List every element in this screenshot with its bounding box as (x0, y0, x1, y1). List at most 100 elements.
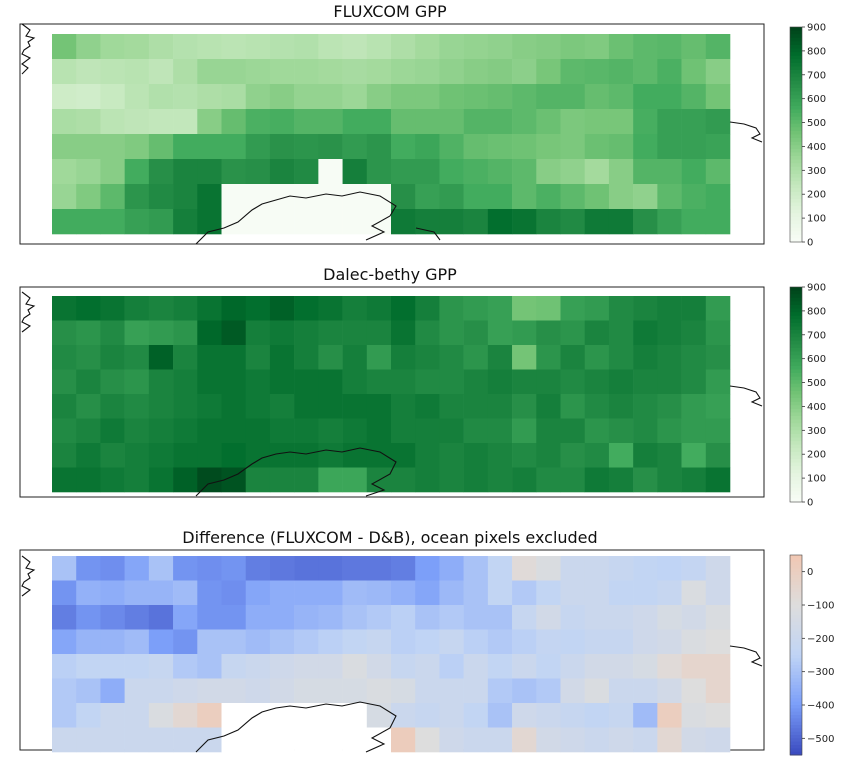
colorbar-step (790, 494, 802, 499)
heatmap-cell (148, 418, 174, 444)
heatmap-cell (681, 84, 707, 110)
heatmap-cell (245, 109, 271, 135)
heatmap-cell (705, 59, 731, 85)
colorbar-step (790, 116, 802, 121)
colorbar-step (790, 668, 802, 673)
heatmap-cell (269, 320, 295, 346)
colorbar-step (790, 665, 802, 669)
heatmap-cell (148, 184, 174, 210)
colorbar-step (790, 199, 802, 204)
heatmap-cell (560, 134, 586, 160)
heatmap-cell (52, 727, 77, 753)
heatmap-cell (608, 159, 634, 185)
heatmap-cell (487, 209, 513, 235)
coastline-path (729, 385, 763, 407)
coastline-path (21, 23, 36, 75)
heatmap-cell (366, 159, 392, 185)
heatmap-cell (342, 443, 368, 468)
heatmap-cell (705, 84, 731, 110)
heatmap-cell (463, 320, 489, 346)
heatmap-cell (487, 320, 513, 346)
heatmap-cell (342, 418, 368, 444)
heatmap-cell (536, 159, 561, 185)
colorbar-step (790, 705, 802, 709)
colorbar-step (790, 48, 802, 53)
heatmap-cell (439, 184, 464, 210)
colorbar-step (790, 555, 802, 559)
colorbar: 0 −100 −200 −300 −400 −500 (789, 554, 834, 756)
heatmap-cell (657, 320, 682, 346)
heatmap-cell (52, 184, 77, 210)
heatmap-cell (100, 629, 125, 655)
heatmap-cell (221, 84, 247, 110)
heatmap-cell (633, 369, 658, 395)
heatmap-cell (487, 418, 513, 444)
heatmap-cell (584, 678, 610, 704)
colorbar-step (790, 615, 802, 619)
colorbar-step (790, 177, 802, 182)
heatmap-cell (657, 418, 682, 444)
colorbar-step (790, 238, 802, 243)
heatmap-cell (439, 59, 464, 85)
colorbar-step (790, 698, 802, 703)
colorbar-tick-label: 200 (807, 190, 826, 201)
heatmap-cell (657, 467, 682, 493)
colorbar-step (790, 77, 802, 82)
colorbar-step (790, 297, 802, 302)
heatmap-cell (705, 629, 731, 655)
heatmap-cell (560, 678, 586, 704)
colorbar-step (790, 166, 802, 171)
colorbar-step (790, 469, 802, 474)
heatmap-cell (221, 556, 247, 581)
heatmap-cell (245, 184, 271, 210)
colorbar-step (790, 455, 802, 460)
heatmap-cell (463, 59, 489, 85)
colorbar-step (790, 433, 802, 438)
colorbar-step (790, 498, 802, 503)
heatmap-cell (294, 605, 319, 630)
heatmap-cell (705, 320, 731, 346)
heatmap-cell (536, 184, 561, 210)
heatmap-cell (342, 84, 368, 110)
heatmap-cell (439, 369, 464, 395)
colorbar-step (790, 655, 802, 659)
heatmap-cell (633, 629, 658, 655)
heatmap-cell (245, 654, 271, 679)
colorbar-step (790, 678, 802, 683)
coastline-path (195, 447, 397, 497)
heatmap-cell (487, 443, 513, 468)
heatmap-cell (463, 134, 489, 160)
colorbar-step (790, 462, 802, 467)
heatmap-cell (608, 727, 634, 753)
heatmap-cell (294, 109, 319, 135)
heatmap-cell (76, 320, 101, 346)
heatmap-cell (100, 134, 125, 160)
heatmap-cell (439, 418, 464, 444)
heatmap-cell (608, 443, 634, 468)
colorbar-step (790, 635, 802, 639)
colorbar-step (790, 109, 802, 114)
heatmap-cell (391, 654, 416, 679)
heatmap-cell (197, 159, 222, 185)
heatmap-cell (536, 134, 561, 160)
heatmap-cell (512, 418, 537, 444)
heatmap-cell (76, 209, 101, 235)
heatmap-cell (318, 418, 343, 444)
heatmap-cell (318, 703, 343, 728)
colorbar-step (790, 394, 802, 399)
heatmap-cell (681, 184, 707, 210)
heatmap-cell (536, 654, 561, 679)
heatmap-cell (148, 467, 174, 493)
colorbar-tick-label: −500 (807, 734, 834, 745)
colorbar-tick-label: 300 (807, 426, 826, 437)
heatmap-cells (52, 556, 731, 753)
heatmap-cell (415, 394, 440, 419)
heatmap-cell (439, 345, 464, 370)
heatmap-cell (100, 369, 125, 395)
colorbar-step (790, 170, 802, 175)
colorbar-tick-label: 600 (807, 354, 826, 365)
heatmap-cell (173, 654, 198, 679)
heatmap-cell (197, 605, 222, 630)
heatmap-cell (608, 84, 634, 110)
heatmap-cell (560, 605, 586, 630)
